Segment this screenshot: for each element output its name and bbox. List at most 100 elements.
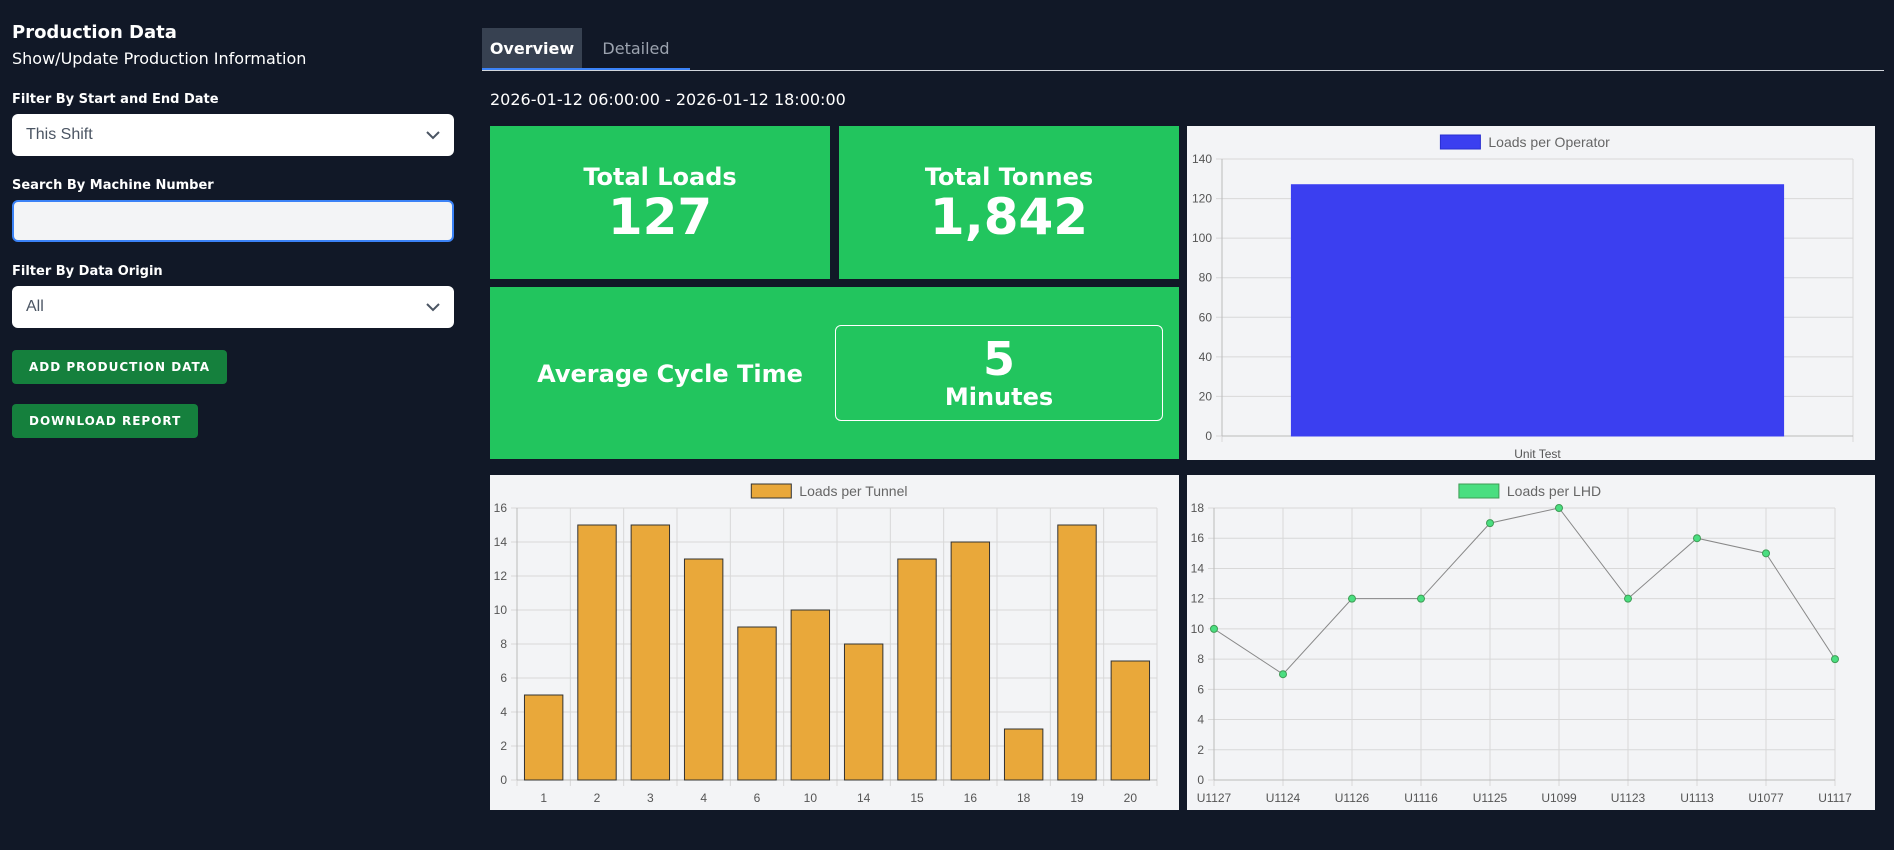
x-tick-label: U1099 bbox=[1541, 791, 1577, 805]
total-loads-card: Total Loads 127 bbox=[490, 126, 830, 279]
data-point bbox=[1210, 624, 1218, 633]
tab-detailed[interactable]: Detailed bbox=[582, 28, 690, 70]
tab-overview[interactable]: Overview bbox=[482, 28, 582, 70]
average-cycle-value: 5 bbox=[982, 332, 1015, 386]
bar bbox=[897, 558, 937, 781]
x-tick-label: U1077 bbox=[1748, 791, 1784, 805]
origin-filter-label: Filter By Data Origin bbox=[12, 264, 163, 279]
lhd-chart-svg: Loads per LHD 0 2 4 6 8 10 12 14 16 18 U1127 U1124 U1… bbox=[1191, 483, 1852, 805]
bar bbox=[950, 541, 991, 781]
chevron-down-icon bbox=[426, 130, 440, 139]
x-tick-label: U1124 bbox=[1266, 791, 1301, 805]
tab-bar: Overview Detailed bbox=[482, 28, 1884, 71]
x-tick-label: 20 bbox=[1124, 791, 1138, 805]
y-tick-label: 10 bbox=[1191, 622, 1205, 636]
series-line bbox=[1213, 507, 1836, 675]
x-tick-label: 2 bbox=[594, 791, 601, 805]
y-tick-label: 0 bbox=[500, 773, 507, 787]
origin-filter-select[interactable]: All bbox=[12, 286, 454, 328]
date-range: 2026-01-12 06:00:00 - 2026-01-12 18:00:0… bbox=[490, 90, 846, 109]
bar bbox=[790, 609, 831, 781]
y-tick-label: 16 bbox=[494, 501, 508, 515]
y-tick-label: 0 bbox=[1205, 429, 1212, 443]
bar bbox=[683, 558, 724, 781]
y-tick-label: 12 bbox=[494, 569, 508, 583]
bar bbox=[843, 643, 884, 781]
x-tick-label: 3 bbox=[647, 791, 654, 805]
y-tick-label: 8 bbox=[500, 637, 507, 651]
y-tick-label: 20 bbox=[1199, 389, 1213, 403]
data-point bbox=[1693, 534, 1701, 543]
bar bbox=[1290, 184, 1785, 437]
y-tick-label: 4 bbox=[500, 705, 507, 719]
x-tick-label: 1 bbox=[540, 791, 547, 805]
bar bbox=[1057, 524, 1097, 781]
y-tick-label: 2 bbox=[500, 739, 507, 753]
total-tonnes-card: Total Tonnes 1,842 bbox=[839, 126, 1179, 279]
x-tick-label: 18 bbox=[1017, 791, 1031, 805]
y-tick-label: 12 bbox=[1191, 592, 1205, 606]
y-tick-label: 6 bbox=[500, 671, 507, 685]
x-tick-label: 6 bbox=[754, 791, 761, 805]
sidebar: Production Data Show/Update Production I… bbox=[12, 22, 454, 438]
total-tonnes-label: Total Tonnes bbox=[924, 162, 1094, 191]
date-filter-label: Filter By Start and End Date bbox=[12, 92, 219, 107]
x-tick-label: 19 bbox=[1070, 791, 1084, 805]
y-tick-label: 14 bbox=[1191, 561, 1205, 575]
machine-search-input[interactable] bbox=[12, 200, 454, 242]
tunnel-chart: Loads per Tunnel 0 2 4 6 8 10 12 14 16 1 2 3 4 6 10 14 15… bbox=[490, 475, 1179, 810]
legend-label: Loads per Operator bbox=[1488, 134, 1610, 150]
lhd-chart: Loads per LHD 0 2 4 6 8 10 12 14 16 18 U1127 U1124 U1… bbox=[1187, 475, 1875, 810]
machine-search-label: Search By Machine Number bbox=[12, 178, 214, 193]
legend-label: Loads per Tunnel bbox=[799, 483, 907, 499]
average-cycle-box: 5 Minutes bbox=[835, 325, 1163, 421]
y-tick-label: 16 bbox=[1191, 531, 1205, 545]
y-tick-label: 100 bbox=[1192, 231, 1212, 245]
data-point bbox=[1417, 594, 1425, 603]
operator-chart-svg: Loads per Operator 0 20 40 60 80 100 120 140 Unit… bbox=[1192, 134, 1854, 460]
x-tick-label: U1126 bbox=[1335, 791, 1370, 805]
y-tick-label: 2 bbox=[1197, 743, 1204, 757]
x-tick-label: U1116 bbox=[1404, 791, 1438, 805]
y-tick-label: 8 bbox=[1197, 652, 1204, 666]
legend-swatch bbox=[1458, 483, 1500, 499]
data-point bbox=[1279, 670, 1287, 679]
x-tick-label: U1117 bbox=[1818, 791, 1852, 805]
x-tick-label: 14 bbox=[857, 791, 871, 805]
y-tick-label: 4 bbox=[1197, 713, 1204, 727]
x-tick-label: 10 bbox=[804, 791, 818, 805]
date-filter-select[interactable]: This Shift bbox=[12, 114, 454, 156]
chevron-down-icon bbox=[426, 302, 440, 311]
page-subtitle: Show/Update Production Information bbox=[12, 49, 307, 68]
x-tick-label: Unit Test bbox=[1514, 447, 1561, 460]
date-filter-value: This Shift bbox=[26, 126, 93, 143]
y-tick-label: 140 bbox=[1192, 152, 1212, 166]
legend-label: Loads per LHD bbox=[1507, 483, 1601, 499]
bar bbox=[523, 694, 564, 781]
x-tick-label: U1123 bbox=[1611, 791, 1646, 805]
y-tick-label: 80 bbox=[1199, 271, 1213, 285]
bar bbox=[630, 524, 671, 781]
average-cycle-label: Average Cycle Time bbox=[537, 360, 803, 388]
operator-chart: Loads per Operator 0 20 40 60 80 100 120 140 Unit… bbox=[1187, 126, 1875, 460]
y-tick-label: 14 bbox=[494, 535, 508, 549]
download-report-button[interactable]: DOWNLOAD REPORT bbox=[12, 404, 199, 438]
y-tick-label: 40 bbox=[1199, 350, 1213, 364]
bar bbox=[577, 524, 617, 781]
x-tick-label: 15 bbox=[910, 791, 924, 805]
y-tick-label: 120 bbox=[1192, 192, 1212, 206]
data-point bbox=[1762, 549, 1770, 558]
legend-swatch bbox=[750, 483, 792, 499]
data-point bbox=[1624, 594, 1632, 603]
legend-swatch bbox=[1439, 134, 1481, 150]
x-tick-label: U1127 bbox=[1197, 791, 1232, 805]
y-tick-label: 0 bbox=[1197, 773, 1204, 787]
data-point bbox=[1486, 519, 1494, 528]
bar bbox=[1110, 660, 1151, 781]
y-tick-label: 18 bbox=[1191, 501, 1205, 515]
add-production-data-button[interactable]: ADD PRODUCTION DATA bbox=[12, 350, 228, 384]
x-tick-label: U1125 bbox=[1473, 791, 1508, 805]
bar bbox=[737, 626, 777, 781]
data-point bbox=[1831, 655, 1839, 664]
